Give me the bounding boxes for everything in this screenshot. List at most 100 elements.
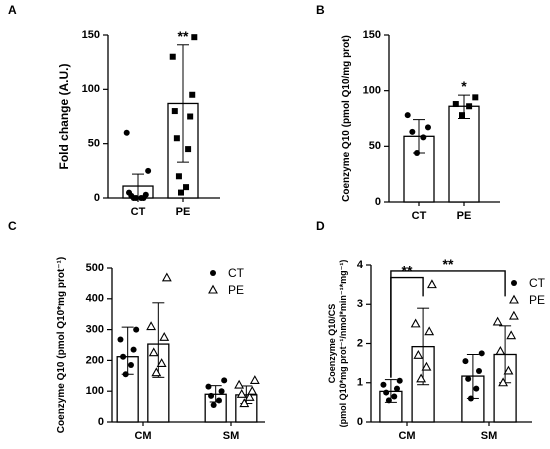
panel-d-legend-marker (509, 294, 519, 304)
panel-b-ylabel: Coenzyme Q10 (pmol Q10/mg prot) (341, 35, 352, 202)
panel-c-sm-ct-point (215, 397, 222, 404)
panel-c-cm-pe-point (161, 272, 172, 282)
panel-a-pe-point (169, 53, 176, 60)
panel-d-ylabel: Coenzyme Q10/CS (327, 304, 337, 384)
panel-d-sm-ct-point (473, 385, 480, 392)
panel-c-sm-ct-point (205, 383, 212, 390)
panel-d-cm-ct-point (393, 385, 400, 392)
panel-d-sm-ct-point (478, 350, 485, 357)
panel-d-bracket-label: ** (443, 256, 454, 272)
panel-c-cm-pe-point (151, 367, 162, 377)
panel-d-cm-pe-point (410, 318, 421, 328)
panel-c-sm-pe-point (239, 398, 250, 408)
panel-a-ct-point (142, 191, 149, 198)
panel-d-sm-pe-point (503, 365, 514, 375)
panel-c-legend-label: PE (228, 283, 244, 297)
panel-b-pe-point (459, 112, 465, 119)
panel-d-cm-pe-point (416, 373, 427, 383)
panel-a-category-label: PE (176, 206, 191, 218)
panel-c-cm-pe-point (159, 331, 170, 341)
panel-d-cm-pe-point (426, 279, 437, 289)
panel-c-sm-ct-point (218, 388, 225, 395)
panel-b-ct-point (424, 124, 431, 131)
panel-d-category-label: CM (398, 430, 415, 442)
panel-d-legend-marker (511, 280, 517, 286)
panel-d-sm-pe-point (495, 346, 506, 355)
panel-d-sm-pe-point (508, 310, 519, 320)
panel-d-cm-ct-point (391, 393, 398, 400)
panel-a-ylabel: Fold change (A.U.) (57, 64, 71, 170)
panel-c-cm-ct-point (133, 326, 140, 333)
panel-b-y-tick-label: 150 (363, 29, 381, 41)
panel-a-pe-point (183, 184, 190, 191)
panel-c-cm-ct-point (127, 362, 134, 369)
panel-d-sm-ct-point (465, 375, 472, 382)
panel-b-ct-point (409, 128, 416, 135)
panel-b-pe-point (466, 103, 473, 110)
panel-b-significance: * (461, 78, 467, 94)
panel-d-cm-pe-point (424, 326, 435, 336)
panel-c-sm-ct-point (221, 377, 228, 384)
panel-d-cm-pe-point (413, 349, 424, 359)
panel-a-pe-point (189, 91, 196, 98)
panel-a-y-tick-label: 150 (82, 29, 100, 41)
panel-c-y-tick-label: 0 (98, 416, 104, 428)
panel-c-sm-pe-point (236, 388, 247, 398)
panel-d-cm-ct-point (396, 377, 403, 384)
panel-d-legend-label: CT (529, 276, 546, 290)
panel-a-letter: A (8, 3, 17, 17)
panel-a-ct-point (123, 129, 130, 136)
panel-c-y-tick-label: 400 (86, 293, 104, 305)
panel-c-cm-ct-point (117, 336, 124, 343)
panel-c-sm-pe-point (249, 375, 260, 384)
panel-c-y-tick-label: 200 (86, 354, 104, 366)
panel-d-y-tick-label: 4 (357, 259, 364, 271)
panel-d-y-tick-label: 3 (357, 298, 363, 310)
panel-c-y-tick-label: 500 (86, 262, 104, 274)
panel-c-ylabel: Coenzyme Q10 (pmol Q10*mg prot⁻¹) (56, 257, 67, 433)
panel-c-cm-pe-point (148, 347, 159, 357)
panel-b-ct-point (404, 112, 411, 119)
panel-b-y-tick-label: 100 (363, 85, 381, 97)
panel-c-category-label: SM (223, 430, 240, 442)
panel-a-pe-point (178, 189, 184, 196)
panel-b-ct-point (420, 134, 427, 141)
panel-a-pe-point (185, 146, 192, 153)
panel-a-pe-point (175, 173, 182, 180)
panel-a-ct-point (126, 189, 133, 196)
panel-c-sm-ct-point (210, 402, 217, 409)
panel-c-legend-marker (208, 284, 218, 294)
panel-a-y-tick-label: 100 (82, 83, 100, 95)
panel-d-letter: D (316, 219, 325, 233)
panel-d-category-label: SM (481, 430, 498, 442)
panel-a-pe-point (187, 113, 194, 120)
panel-c-sm-pe-point (244, 392, 255, 401)
panel-b-category-label: PE (457, 210, 472, 222)
panel-d-cm-ct-point (385, 397, 392, 404)
panel-d-ylabel-units: (pmol Q10*mg prot⁻¹/nmol*min⁻¹*mg⁻¹) (338, 260, 348, 428)
panel-d-y-tick-label: 0 (357, 416, 363, 428)
panel-b-ct-point (414, 150, 420, 157)
panel-a-y-tick-label: 0 (94, 192, 100, 204)
panel-d-y-tick-label: 1 (357, 377, 363, 389)
panel-a-pe-point (191, 34, 198, 41)
panel-c-cm-pe-point (156, 358, 167, 368)
panel-d-sm-ct-point (462, 358, 469, 365)
panel-b-pe-point (452, 101, 459, 108)
panel-c-y-tick-label: 300 (86, 324, 104, 336)
panel-b-pe-bar (448, 105, 480, 203)
panel-d-bracket (390, 270, 506, 378)
panel-d-sm-pe-point (506, 330, 517, 340)
panel-a-y-tick-label: 50 (88, 138, 100, 150)
panel-b-y-tick-label: 50 (369, 140, 381, 152)
panel-a-pe-point (171, 108, 178, 115)
panel-d-sm-pe-point (498, 377, 509, 387)
panel-c-cm-ct-point (130, 346, 137, 353)
panel-b-y-tick-label: 0 (375, 196, 381, 208)
panel-d-sm-ct-point (467, 395, 474, 402)
panel-c-cm-pe-point (146, 321, 157, 331)
panel-c-cm-ct-point (122, 371, 129, 378)
panel-c-sm-ct-point (208, 392, 215, 399)
panel-d-sm-ct-point (475, 367, 482, 374)
